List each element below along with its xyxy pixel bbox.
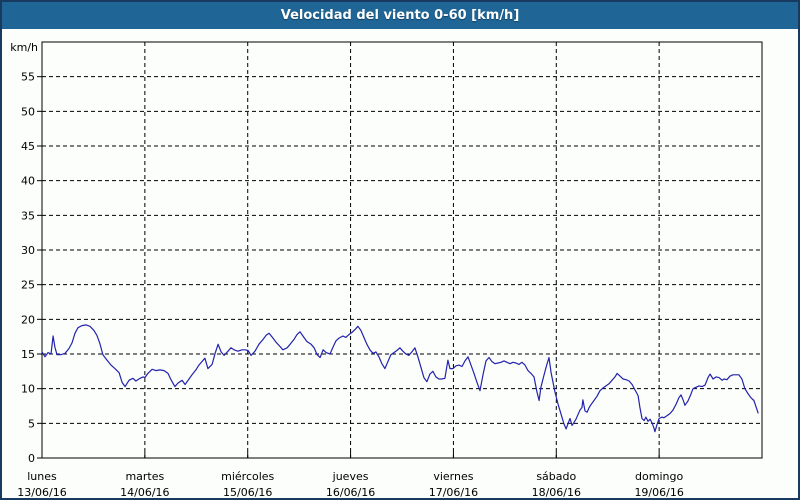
y-tick-label: 50: [21, 105, 35, 118]
x-day-name-label: sábado: [536, 470, 576, 483]
x-day-name-label: martes: [125, 470, 164, 483]
axis-label-layer: 0 5 10 15 20 25 30 35 40 45 50 55 km/h lunes 13/06/16 m…: [10, 41, 684, 499]
x-day-date-label: 14/06/16: [120, 486, 169, 499]
x-day-name-label: lunes: [27, 470, 57, 483]
y-tick-label: 35: [21, 209, 35, 222]
x-day-date-label: 16/06/16: [326, 486, 375, 499]
chart-title: Velocidad del viento 0-60 [km/h]: [280, 8, 520, 23]
x-day-name-label: jueves: [332, 470, 369, 483]
y-tick-label: 15: [21, 348, 35, 361]
grid-layer: [42, 42, 762, 458]
y-tick-label: 10: [21, 383, 35, 396]
y-tick-label: 55: [21, 71, 35, 84]
y-tick-label: 0: [28, 452, 35, 465]
y-tick-label: 30: [21, 244, 35, 257]
y-tick-label: 45: [21, 140, 35, 153]
x-day-name-label: miércoles: [221, 470, 274, 483]
y-tick-label: 25: [21, 279, 35, 292]
x-day-date-label: 13/06/16: [17, 486, 66, 499]
y-tick-label: 5: [28, 417, 35, 430]
x-day-name-label: viernes: [433, 470, 473, 483]
x-day-date-label: 18/06/16: [532, 486, 581, 499]
y-tick-label: 40: [21, 175, 35, 188]
x-day-date-label: 19/06/16: [634, 486, 683, 499]
wind-speed-line: [41, 324, 759, 433]
y-tick-label: 20: [21, 313, 35, 326]
x-day-name-label: domingo: [635, 470, 683, 483]
series-layer: [41, 324, 759, 433]
x-day-date-label: 15/06/16: [223, 486, 272, 499]
x-day-date-label: 17/06/16: [429, 486, 478, 499]
y-axis-unit-label: km/h: [10, 41, 38, 54]
tick-layer: [37, 76, 660, 459]
title-bar: Velocidad del viento 0-60 [km/h]: [2, 2, 798, 29]
